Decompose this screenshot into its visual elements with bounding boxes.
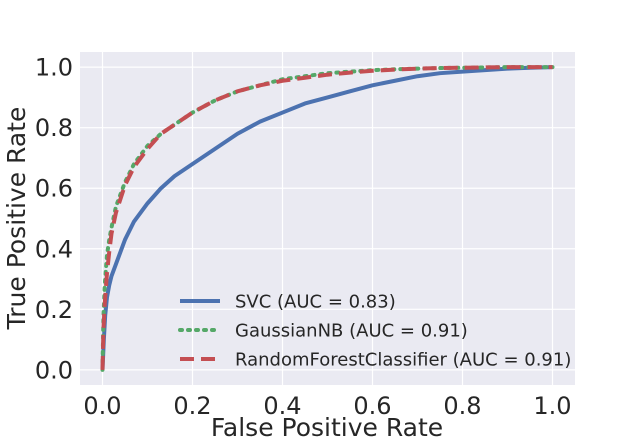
x-tick-labels: 0.0 0.2 0.4 0.6 0.8 1.0 <box>83 392 571 420</box>
series-lines <box>100 65 555 372</box>
x-tick-label: 0.8 <box>443 392 481 420</box>
series-line-3 <box>100 65 553 370</box>
y-tick-label: 0.4 <box>35 235 73 263</box>
y-tick-label: 0.6 <box>35 175 73 203</box>
x-axis-label: False Positive Rate <box>211 413 443 440</box>
x-tick-label: 1.0 <box>533 392 571 420</box>
y-tick-label: 0.2 <box>35 296 73 324</box>
y-tick-labels: 0.0 0.2 0.4 0.6 0.8 1.0 <box>35 54 73 385</box>
y-tick-label: 1.0 <box>35 54 73 82</box>
plot-background <box>80 52 575 385</box>
legend: SVC (AUC = 0.83) GaussianNB (AUC = 0.91) R… <box>178 292 571 371</box>
legend-label-3: RandomForestClassifier (AUC = 0.91) <box>235 350 571 371</box>
y-axis-label: True Positive Rate <box>2 107 31 331</box>
series-line-1 <box>100 65 553 370</box>
x-tick-label: 0.6 <box>353 392 391 420</box>
x-tick-label: 0.4 <box>263 392 301 420</box>
legend-label-1: SVC (AUC = 0.83) <box>235 292 396 313</box>
legend-label-2: GaussianNB (AUC = 0.91) <box>235 321 468 342</box>
x-tick-label: 0.0 <box>83 392 121 420</box>
y-tick-label: 0.8 <box>35 114 73 142</box>
x-tick-label: 0.2 <box>173 392 211 420</box>
y-tick-label: 0.0 <box>35 356 73 384</box>
grid-lines <box>80 52 575 385</box>
